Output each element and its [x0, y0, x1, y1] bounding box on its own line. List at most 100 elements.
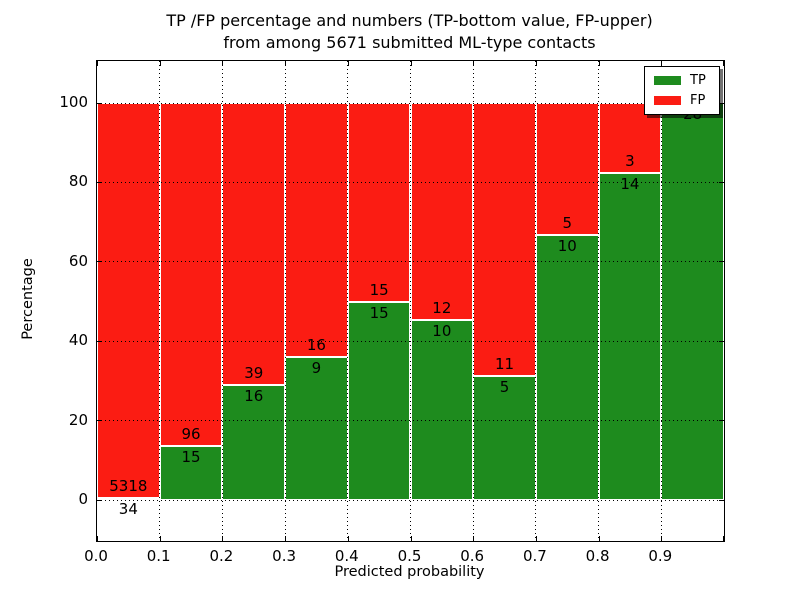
- y-tick-mark-right: [719, 499, 724, 501]
- y-tick-mark: [97, 261, 102, 263]
- bar-count-label-fp: 11: [494, 355, 515, 374]
- legend-entry-fp: FP: [654, 94, 706, 107]
- bar-count-label-tp: 15: [369, 303, 389, 322]
- gridline-vertical: [347, 61, 349, 541]
- y-tick-label: 20: [68, 410, 88, 429]
- gridline-vertical: [159, 61, 161, 541]
- x-tick-mark-top: [535, 61, 537, 66]
- bar-count-label-tp: 14: [620, 175, 640, 194]
- x-tick-mark-top: [347, 61, 349, 66]
- y-tick-mark: [97, 181, 102, 183]
- x-tick-mark: [723, 536, 724, 541]
- x-tick-mark: [598, 536, 600, 541]
- y-tick-label: 0: [78, 490, 88, 509]
- legend-swatch-tp: [654, 76, 681, 85]
- x-tick-mark: [222, 536, 224, 541]
- x-tick-label: 0.7: [522, 547, 547, 565]
- gridline-horizontal: [97, 261, 724, 263]
- bar-segment-fp: [222, 103, 286, 385]
- y-tick-mark-right: [719, 420, 724, 422]
- bar-segment-fp: [535, 103, 599, 236]
- bar-count-label-tp: 16: [244, 386, 264, 405]
- x-tick-mark-top: [410, 61, 412, 66]
- bar-count-label-tp: 15: [181, 448, 201, 467]
- chart-title: TP /FP percentage and numbers (TP-bottom…: [96, 10, 723, 53]
- x-tick-label: 0.4: [334, 547, 359, 565]
- x-tick-mark-top: [598, 61, 600, 66]
- bar-segment-fp: [97, 103, 160, 498]
- x-tick-label: 0.3: [272, 547, 297, 565]
- y-tick-label: 80: [68, 172, 88, 191]
- legend-label-fp: FP: [690, 93, 706, 108]
- bar-count-label-tp: 34: [118, 499, 138, 518]
- y-tick-mark-right: [719, 102, 724, 104]
- x-tick-mark-top: [661, 61, 663, 66]
- bar-segment-tp: [347, 301, 411, 501]
- y-tick-label: 60: [68, 251, 88, 270]
- legend-swatch-fp: [654, 96, 681, 105]
- gridline-vertical: [410, 61, 411, 541]
- x-tick-mark: [661, 536, 663, 541]
- x-tick-mark: [410, 536, 412, 541]
- y-tick-mark: [97, 102, 102, 104]
- gridline-horizontal: [97, 102, 724, 104]
- y-tick-mark-right: [719, 261, 724, 263]
- y-tick-mark: [97, 499, 102, 501]
- bar-segment-tp: [598, 173, 662, 501]
- gridline-vertical: [598, 61, 600, 541]
- bar-count-label-fp: 5318: [109, 476, 148, 495]
- bar-segment-fp: [159, 103, 223, 447]
- gridline-vertical: [472, 61, 474, 541]
- x-tick-label: 0.1: [146, 547, 171, 565]
- y-tick-mark-right: [719, 340, 724, 342]
- bar-count-label-tp: 9: [311, 359, 322, 378]
- bar-count-label-fp: 39: [244, 363, 264, 382]
- bar-segment-tp: [410, 319, 474, 501]
- legend-entry-tp: TP: [654, 74, 706, 87]
- bar-count-label-fp: 3: [625, 152, 635, 171]
- y-tick-mark-right: [719, 181, 724, 183]
- x-tick-label: 0.8: [585, 547, 610, 565]
- gridline-horizontal: [97, 499, 724, 501]
- y-tick-mark: [97, 420, 102, 422]
- chart-title-line2: from among 5671 submitted ML-type contac…: [223, 32, 596, 52]
- x-tick-mark-top: [473, 61, 475, 66]
- bar-count-label-fp: 16: [306, 336, 326, 355]
- gridline-vertical: [660, 61, 662, 541]
- bar-segment-fp: [473, 103, 536, 377]
- y-tick-mark: [97, 340, 102, 342]
- x-tick-mark-top: [723, 61, 724, 66]
- gridline-vertical: [221, 61, 223, 541]
- plot-area: 345318159616399161515101251110514328: [96, 60, 725, 542]
- gridline-horizontal: [97, 181, 724, 183]
- x-tick-mark: [473, 536, 475, 541]
- legend: TP FP: [644, 66, 720, 115]
- bar-segment-tp: [661, 103, 724, 501]
- bar-count-label-fp: 15: [369, 280, 389, 299]
- bar-count-label-tp: 5: [499, 378, 510, 397]
- legend-label-tp: TP: [690, 73, 706, 88]
- bar-segment-fp: [410, 103, 474, 320]
- bar-count-label-tp: 10: [432, 321, 452, 340]
- x-tick-label: 0.6: [460, 547, 485, 565]
- bar-segment-fp: [285, 103, 348, 358]
- x-tick-mark: [285, 536, 287, 541]
- x-tick-mark-top: [97, 61, 98, 66]
- x-tick-label: 0.5: [397, 547, 422, 565]
- bar-segment-tp: [285, 357, 348, 501]
- y-tick-label: 100: [59, 93, 88, 112]
- bar-count-label-fp: 5: [562, 214, 572, 233]
- gridline-vertical: [284, 61, 286, 541]
- bar-count-label-tp: 10: [557, 237, 577, 256]
- gridline-vertical: [535, 61, 537, 541]
- chart-title-line1: TP /FP percentage and numbers (TP-bottom…: [166, 11, 653, 30]
- x-tick-mark: [535, 536, 537, 541]
- y-tick-label: 40: [68, 331, 88, 350]
- bar-segment-fp: [347, 103, 411, 302]
- gridline-horizontal: [97, 340, 724, 342]
- x-tick-label: 0.0: [84, 547, 108, 565]
- x-tick-mark-top: [222, 61, 224, 66]
- gridline-horizontal: [97, 420, 724, 422]
- bar-count-label-fp: 96: [181, 425, 201, 444]
